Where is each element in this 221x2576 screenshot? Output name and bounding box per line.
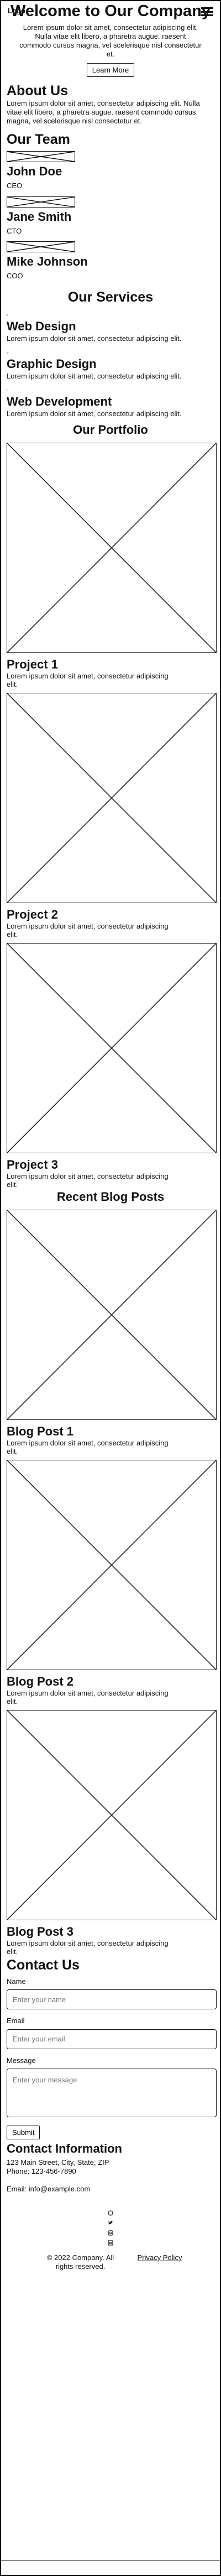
blog-post[interactable]: Blog Post 2 Lorem ipsum dolor sit amet, … [7,1459,217,1706]
header: Logo Welcome to Our Company [7,1,214,22]
project-image [7,942,217,1153]
member-name: John Doe [7,164,62,178]
service-text: Lorem ipsum dolor sit amet, consectetur … [7,334,182,343]
address: 123 Main Street, City, State, ZIP [7,2158,109,2166]
blog-title: Blog Post 1 [7,1424,74,1438]
blog-heading: Recent Blog Posts [56,1189,165,1204]
blog-image [7,1709,217,1920]
hero-text: Lorem ipsum dolor sit amet, consectetur … [19,23,202,58]
instagram-icon[interactable] [108,2230,113,2236]
linkedin-icon[interactable] [108,2240,113,2246]
message-label: Message [7,2056,36,2065]
facebook-icon[interactable] [108,2210,113,2216]
project-text: Lorem ipsum dolor sit amet, consectetur … [7,1172,169,1189]
about-heading: About Us [7,83,69,99]
phone: Phone: 123-456-7890 [7,2166,76,2175]
project-title: Project 1 [7,657,58,671]
blog-text: Lorem ipsum dolor sit amet, consectetur … [7,1688,169,1706]
service-title: Web Development [7,394,112,408]
service-icon: ▫ [7,350,9,356]
blog-image [7,1459,217,1670]
project-image [7,692,217,903]
email-label: Email [7,2017,25,2025]
team-member: John Doe CEO [7,151,214,191]
logo[interactable]: Logo [8,7,25,15]
portfolio-item[interactable]: Project 2 Lorem ipsum dolor sit amet, co… [7,692,217,939]
contact-heading: Contact Us [7,1957,80,1973]
team-member: Mike Johnson COO [7,241,214,281]
project-text: Lorem ipsum dolor sit amet, consectetur … [7,921,169,939]
member-role: CTO [7,226,22,235]
portfolio-heading: Our Portfolio [73,422,148,437]
footer: © 2022 Company. All rights reserved. Pri… [7,2210,214,2271]
team-heading: Our Team [7,132,70,147]
service-item: ▫ Graphic Design Lorem ipsum dolor sit a… [7,350,214,381]
contact-form: Name Email Message Submit [7,1977,217,2139]
blog-image [7,1209,217,1420]
project-text: Lorem ipsum dolor sit amet, consectetur … [7,671,169,688]
portfolio-item[interactable]: Project 1 Lorem ipsum dolor sit amet, co… [7,442,217,688]
member-role: COO [7,272,23,281]
blog-post[interactable]: Blog Post 3 Lorem ipsum dolor sit amet, … [7,1709,217,1956]
avatar [7,151,75,162]
blog-text: Lorem ipsum dolor sit amet, consectetur … [7,1438,169,1455]
twitter-icon[interactable] [108,2220,113,2226]
privacy-policy-link[interactable]: Privacy Policy [137,2253,182,2262]
service-icon: ▫ [7,312,9,319]
service-text: Lorem ipsum dolor sit amet, consectetur … [7,371,182,380]
name-input[interactable] [7,1989,217,2010]
blog-title: Blog Post 3 [7,1924,74,1939]
avatar [7,241,75,253]
avatar [7,196,75,208]
project-title: Project 3 [7,1157,58,1172]
email-input[interactable] [7,2029,217,2049]
copyright: © 2022 Company. All rights reserved. [46,2253,114,2271]
service-item: ▫ Web Development Lorem ipsum dolor sit … [7,388,214,418]
hero-title: Welcome to Our Company [10,2,211,20]
name-label: Name [7,1977,26,1986]
blog-title: Blog Post 2 [7,1674,74,1688]
blog-post[interactable]: Blog Post 1 Lorem ipsum dolor sit amet, … [7,1209,217,1455]
contact-info: Contact Information 123 Main Street, Cit… [7,2142,214,2194]
member-name: Mike Johnson [7,255,88,269]
social-links [7,2210,214,2246]
submit-button[interactable]: Submit [7,2125,40,2139]
services-heading: Our Services [67,289,154,305]
email-address: Email: info@example.com [7,2184,91,2193]
blog-text: Lorem ipsum dolor sit amet, consectetur … [7,1939,169,1956]
learn-more-button[interactable]: Learn More [86,63,135,77]
project-image [7,442,217,653]
hamburger-menu-icon[interactable] [201,7,213,16]
team-member: Jane Smith CTO [7,196,214,236]
member-name: Jane Smith [7,209,72,224]
footer-bottom: © 2022 Company. All rights reserved. Pri… [7,2253,214,2271]
member-role: CEO [7,182,23,190]
service-title: Web Design [7,319,76,333]
project-title: Project 2 [7,907,58,921]
portfolio-item[interactable]: Project 3 Lorem ipsum dolor sit amet, co… [7,942,217,1189]
service-title: Graphic Design [7,356,97,371]
service-icon: ▫ [7,387,9,394]
service-item: ▫ Web Design Lorem ipsum dolor sit amet,… [7,313,214,343]
contact-info-heading: Contact Information [7,2141,122,2155]
message-textarea[interactable] [7,2069,217,2118]
about-text: Lorem ipsum dolor sit amet, consectetur … [7,99,200,125]
service-text: Lorem ipsum dolor sit amet, consectetur … [7,409,182,418]
